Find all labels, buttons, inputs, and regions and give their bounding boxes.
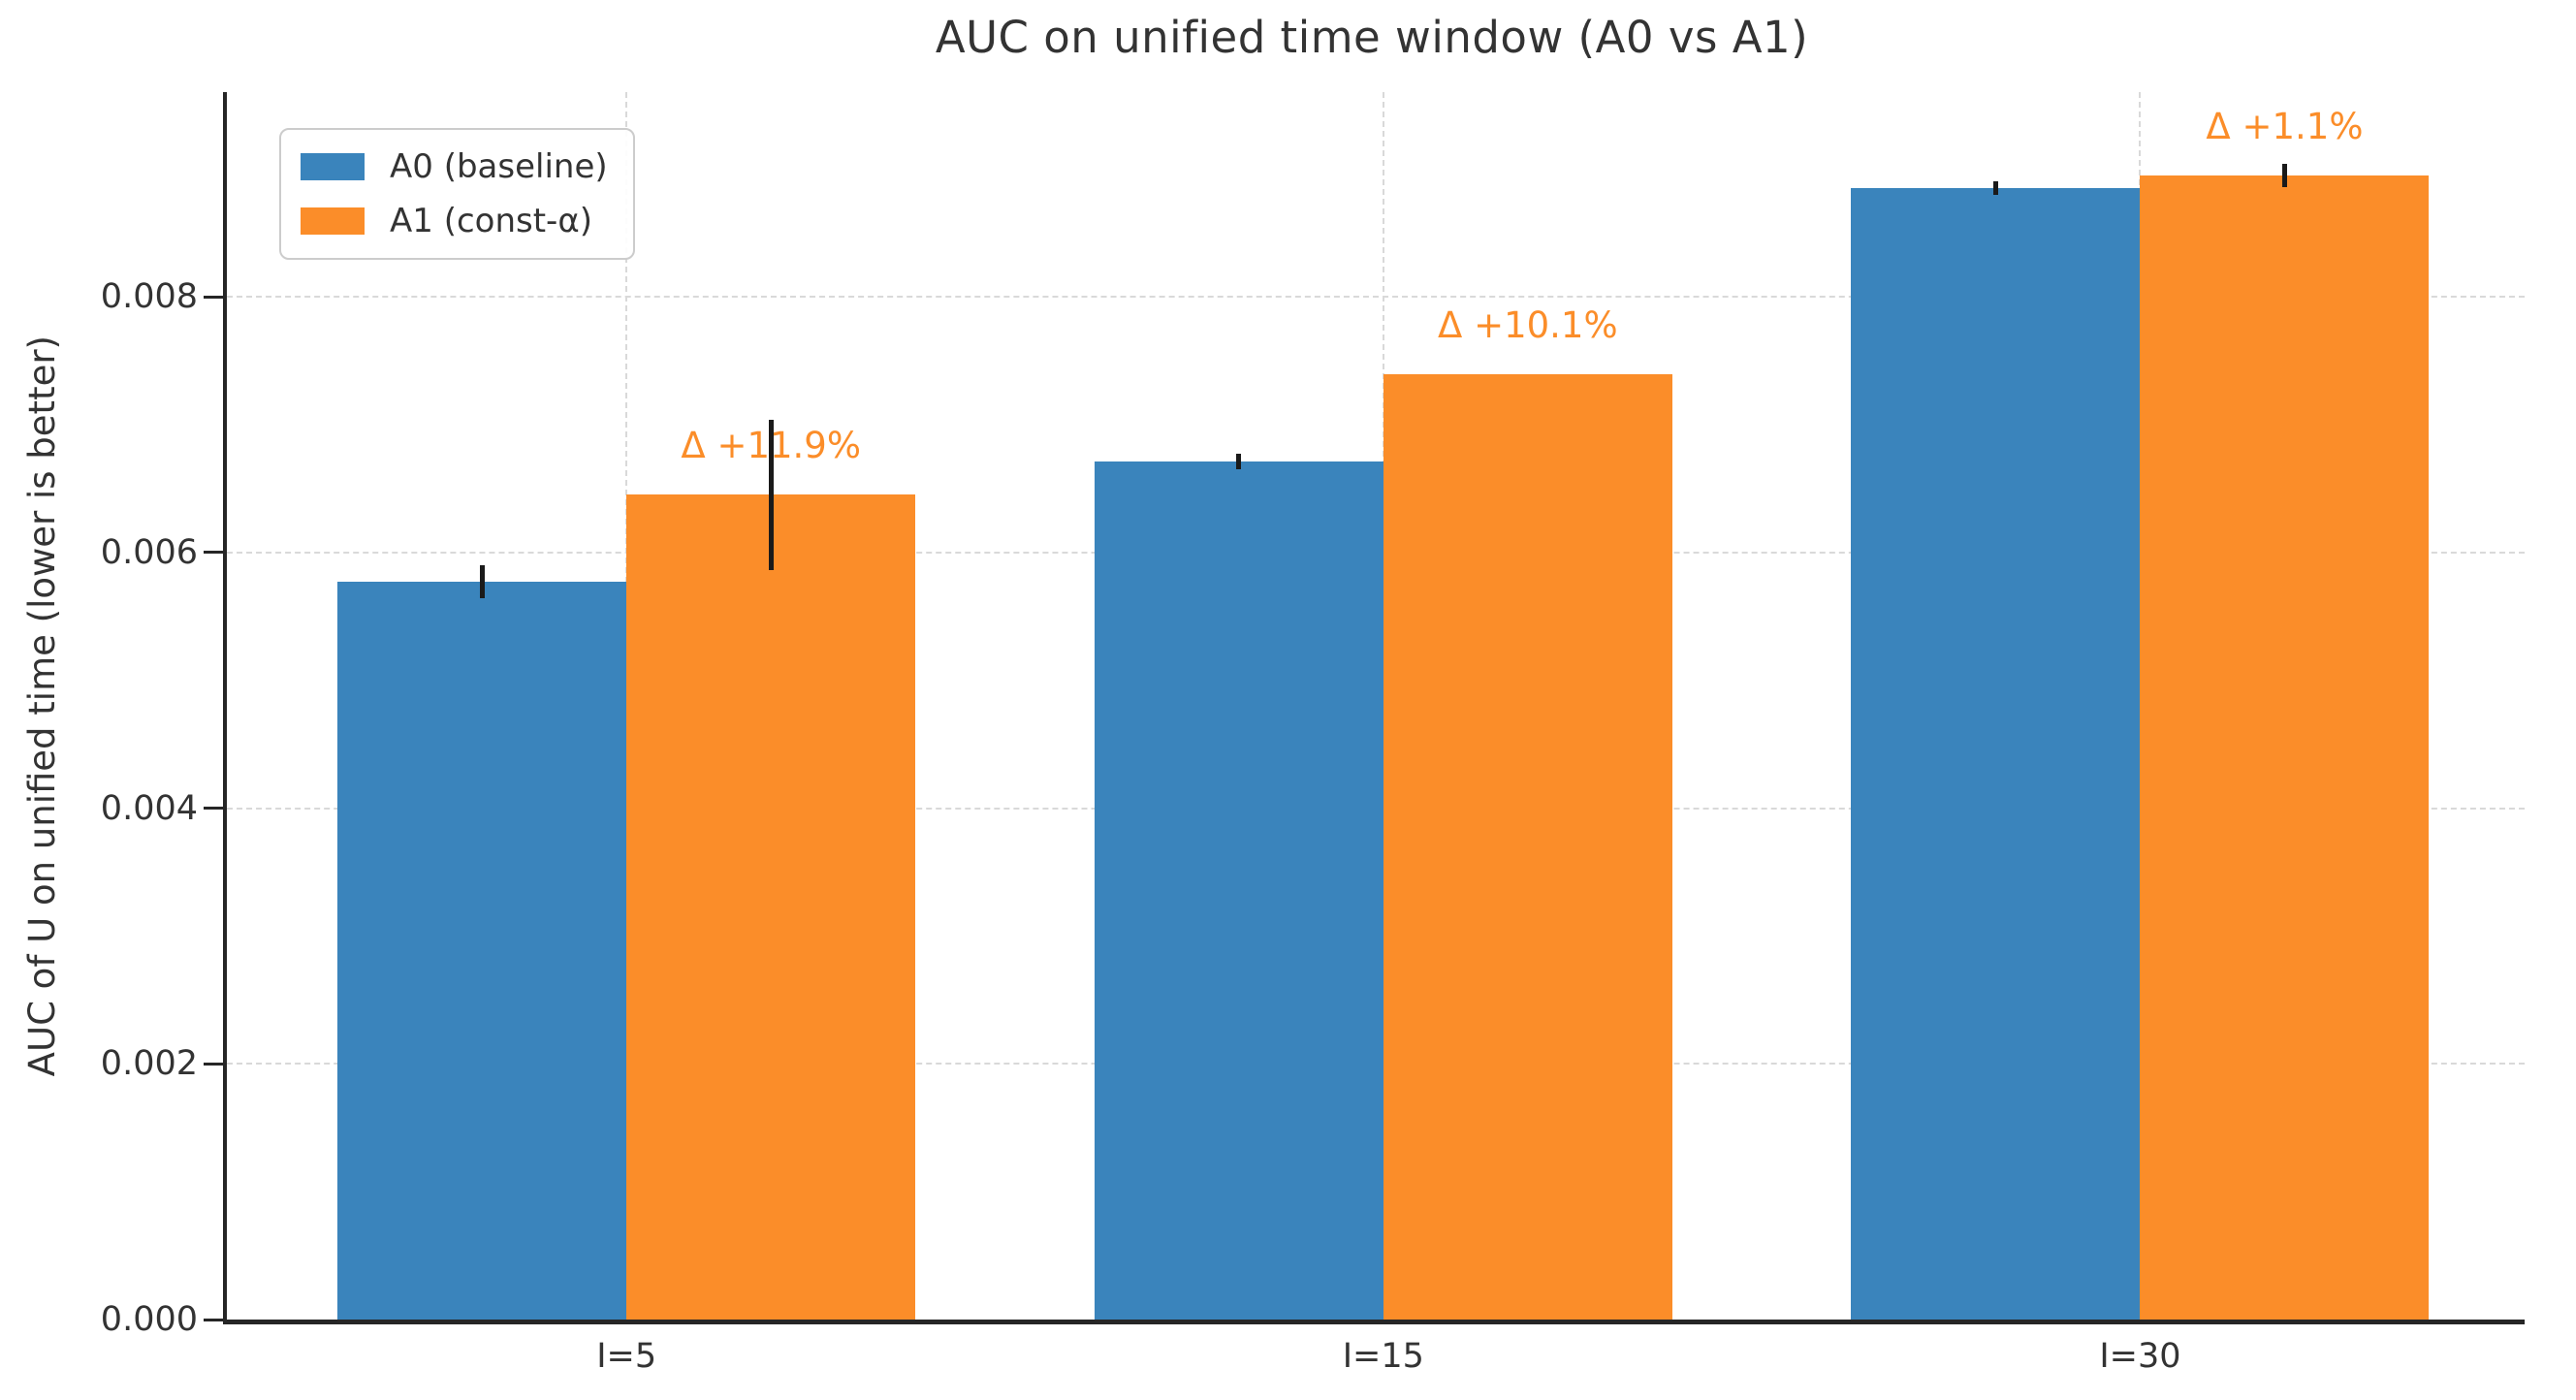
y-axis-label-wrap: AUC of U on unified time (lower is bette… xyxy=(4,92,80,1320)
errorbar-a0-i30 xyxy=(1992,181,1998,195)
y-axis-label: AUC of U on unified time (lower is bette… xyxy=(20,334,63,1077)
bar-a1-i5 xyxy=(626,494,916,1320)
annotation-delta-i15: Δ +10.1% xyxy=(1438,304,1618,347)
bar-a0-i15 xyxy=(1094,461,1383,1320)
legend-swatch-a1 xyxy=(301,207,365,235)
chart-title: AUC on unified time window (A0 vs A1) xyxy=(935,12,1809,63)
y-tick-mark xyxy=(204,1062,223,1066)
bar-a1-i15 xyxy=(1383,374,1672,1320)
y-tick-label: 0.002 xyxy=(100,1044,198,1084)
legend-swatch-a0 xyxy=(301,153,365,180)
annotation-delta-i30: Δ +1.1% xyxy=(2206,105,2364,147)
x-tick-label-i5: I=5 xyxy=(596,1337,657,1376)
y-tick-label: 0.004 xyxy=(100,788,198,828)
annotation-delta-i5: Δ +11.9% xyxy=(681,425,861,467)
bar-a0-i30 xyxy=(1851,187,2141,1320)
plot-area: 0.000 0.002 0.004 0.006 0.008 I=5 I=15 I=30 Δ +1… xyxy=(101,92,2525,1376)
y-tick-mark xyxy=(204,295,223,299)
bar-a0-i5 xyxy=(337,582,627,1320)
y-tick-mark xyxy=(204,1318,223,1321)
gridline-horizontal xyxy=(227,296,2525,298)
x-tick-label-i15: I=15 xyxy=(1342,1337,1424,1376)
errorbar-a1-i5 xyxy=(768,419,774,571)
legend-label-a1: A1 (const-α) xyxy=(390,202,592,240)
y-tick-label: 0.006 xyxy=(100,532,198,572)
legend-label-a0: A0 (baseline) xyxy=(390,147,608,186)
legend-item-a0: A0 (baseline) xyxy=(301,147,608,186)
errorbar-a1-i30 xyxy=(2281,163,2287,187)
legend-item-a1: A1 (const-α) xyxy=(301,202,608,240)
y-tick-label: 0.008 xyxy=(100,277,198,316)
legend: A0 (baseline) A1 (const-α) xyxy=(279,128,635,260)
errorbar-a0-i15 xyxy=(1236,454,1242,470)
errorbar-a0-i5 xyxy=(479,564,485,599)
y-tick-mark xyxy=(204,551,223,555)
y-tick-mark xyxy=(204,807,223,810)
y-tick-label: 0.000 xyxy=(100,1300,198,1339)
bar-a1-i30 xyxy=(2140,175,2430,1320)
x-tick-label-i30: I=30 xyxy=(2099,1337,2181,1376)
